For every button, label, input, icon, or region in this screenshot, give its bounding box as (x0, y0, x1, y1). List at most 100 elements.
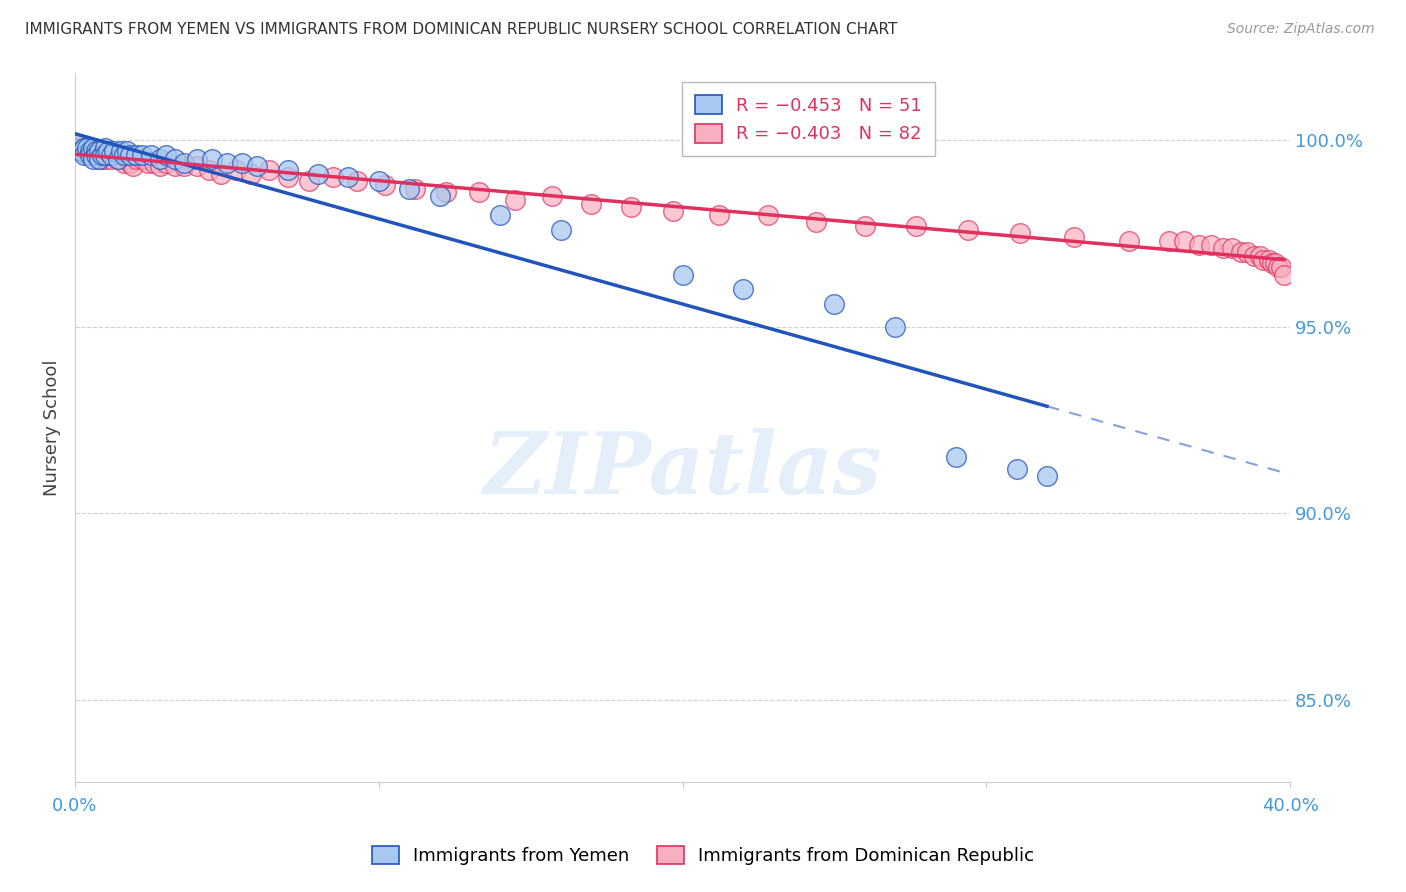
Text: 40.0%: 40.0% (1261, 797, 1319, 815)
Point (1173, 234, 1195, 248)
Point (76, 148, 98, 162)
Point (84, 145, 107, 159)
Point (121, 159, 143, 173)
Point (79, 145, 101, 159)
Point (115, 152, 138, 166)
Point (337, 170, 360, 185)
Point (173, 155, 195, 169)
Point (91, 148, 114, 162)
Point (550, 223, 572, 237)
Point (76, 140, 98, 154)
Point (76, 140, 98, 154)
Point (298, 174, 321, 188)
Point (957, 223, 980, 237)
Point (215, 155, 238, 169)
Point (91, 148, 114, 162)
Point (434, 186, 457, 200)
Point (1249, 249, 1271, 263)
Point (853, 219, 876, 233)
Point (240, 167, 263, 181)
Point (110, 148, 132, 162)
Point (1264, 256, 1286, 270)
Point (91, 152, 114, 166)
Point (97, 148, 120, 162)
Point (94, 140, 117, 154)
Point (94, 148, 117, 162)
Point (945, 450, 967, 465)
Point (541, 189, 564, 203)
Point (97, 145, 120, 159)
Point (620, 200, 643, 214)
Point (1261, 256, 1284, 270)
Point (197, 163, 219, 178)
Point (707, 208, 730, 222)
Point (131, 152, 153, 166)
Text: IMMIGRANTS FROM YEMEN VS IMMIGRANTS FROM DOMINICAN REPUBLIC NURSERY SCHOOL CORRE: IMMIGRANTS FROM YEMEN VS IMMIGRANTS FROM… (25, 22, 897, 37)
Point (84, 145, 107, 159)
Point (367, 174, 389, 188)
Point (1063, 230, 1085, 244)
Point (671, 268, 693, 282)
Point (89, 152, 111, 166)
Point (139, 148, 162, 162)
Point (231, 155, 253, 169)
Point (125, 148, 148, 162)
Point (404, 182, 426, 196)
Point (125, 152, 148, 166)
Point (209, 167, 232, 181)
Point (79, 140, 101, 154)
Point (103, 148, 125, 162)
Legend: Immigrants from Yemen, Immigrants from Dominican Republic: Immigrants from Yemen, Immigrants from D… (364, 838, 1042, 872)
Point (89, 145, 111, 159)
Point (84, 148, 107, 162)
Point (149, 152, 172, 166)
Point (1008, 227, 1031, 241)
Point (89, 152, 111, 166)
Point (94, 152, 117, 166)
Point (112, 148, 135, 162)
Point (115, 145, 138, 159)
Point (82, 152, 104, 166)
Point (756, 208, 779, 222)
Point (173, 159, 195, 173)
Point (1118, 234, 1140, 248)
Point (662, 204, 685, 219)
Point (165, 159, 187, 173)
Point (155, 148, 177, 162)
Point (94, 148, 117, 162)
Point (186, 152, 208, 166)
Point (1220, 241, 1243, 255)
Y-axis label: Nursery School: Nursery School (44, 359, 60, 496)
Point (1188, 237, 1211, 252)
Point (1036, 469, 1059, 483)
Point (73, 148, 96, 162)
Point (67, 136, 90, 151)
Point (110, 145, 132, 159)
Text: Source: ZipAtlas.com: Source: ZipAtlas.com (1227, 22, 1375, 37)
Point (79, 148, 101, 162)
Point (307, 167, 329, 181)
Point (1257, 252, 1279, 267)
Point (118, 155, 141, 169)
Point (201, 152, 224, 166)
Point (246, 159, 269, 173)
Point (1243, 249, 1265, 263)
Point (398, 182, 420, 196)
Point (82, 145, 104, 159)
Text: 0.0%: 0.0% (52, 797, 97, 815)
Point (804, 215, 827, 229)
Point (884, 319, 907, 334)
Point (79, 145, 101, 159)
Point (70, 140, 93, 154)
Point (118, 148, 141, 162)
Point (277, 163, 299, 178)
Point (1212, 241, 1234, 255)
Point (277, 170, 299, 185)
Point (1230, 245, 1253, 260)
Point (149, 159, 172, 173)
Point (112, 155, 135, 169)
Point (1199, 237, 1222, 252)
Point (107, 152, 129, 166)
Point (82, 140, 104, 154)
Point (107, 152, 129, 166)
